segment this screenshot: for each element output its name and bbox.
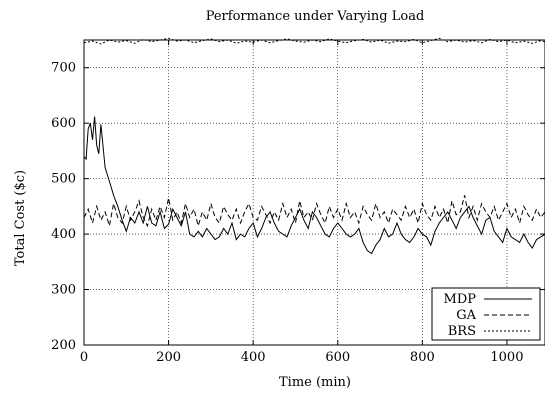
chart-title: Performance under Varying Load (206, 9, 425, 24)
y-tick-label: 200 (51, 338, 76, 353)
y-tick-label: 300 (51, 283, 76, 298)
y-tick-label: 400 (51, 227, 76, 242)
ticks: 0 200 400 600 800 1000 200 300 400 500 600 700 (51, 40, 545, 365)
x-tick-label: 400 (241, 350, 266, 365)
legend-label-ga: GA (456, 308, 476, 323)
x-tick-label: 200 (156, 350, 181, 365)
legend-label-mdp: MDP (444, 292, 477, 307)
x-tick-label: 600 (325, 350, 350, 365)
legend-label-brs: BRS (448, 324, 476, 339)
plot-frame (83, 39, 545, 346)
x-axis-title: Time (min) (279, 375, 351, 390)
y-tick-label: 500 (51, 172, 76, 187)
x-tick-label: 800 (410, 350, 435, 365)
x-tick-label: 1000 (490, 350, 523, 365)
x-tick-label: 0 (80, 350, 88, 365)
y-axis-title: Total Cost ($c) (13, 170, 28, 266)
series-line-mdp (83, 116, 545, 255)
series-layer (83, 37, 545, 255)
series-line-brs (83, 37, 545, 45)
series-line-ga (83, 195, 545, 228)
y-tick-label: 600 (51, 116, 76, 131)
y-tick-label: 700 (51, 61, 76, 76)
